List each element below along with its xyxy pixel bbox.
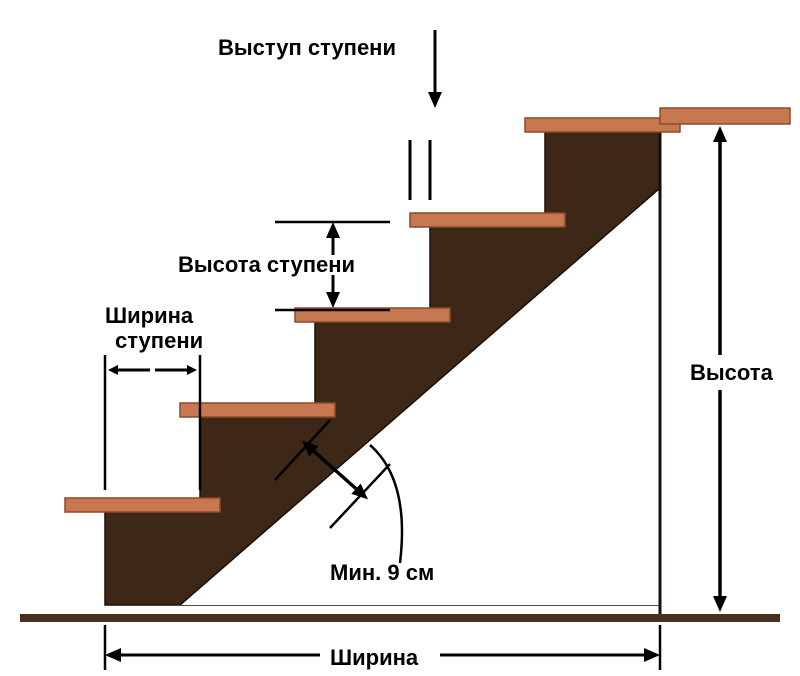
tread-width-label-2: ступени: [115, 328, 203, 353]
width-label: Ширина: [330, 645, 419, 670]
height-label: Высота: [690, 360, 774, 385]
riser-height-label: Высота ступени: [178, 252, 355, 277]
tread-1: [65, 498, 220, 512]
tread-5: [525, 118, 680, 132]
nosing-label: Выступ ступени: [218, 35, 396, 60]
tread-4: [410, 213, 565, 227]
top-platform: [660, 108, 790, 124]
tread-2: [180, 403, 335, 417]
min-thickness-label: Мин. 9 см: [330, 560, 434, 585]
staircase-diagram: Выступ ступени Высота ступени Ширина сту…: [0, 0, 800, 676]
tread-width-label-1: Ширина: [105, 303, 194, 328]
